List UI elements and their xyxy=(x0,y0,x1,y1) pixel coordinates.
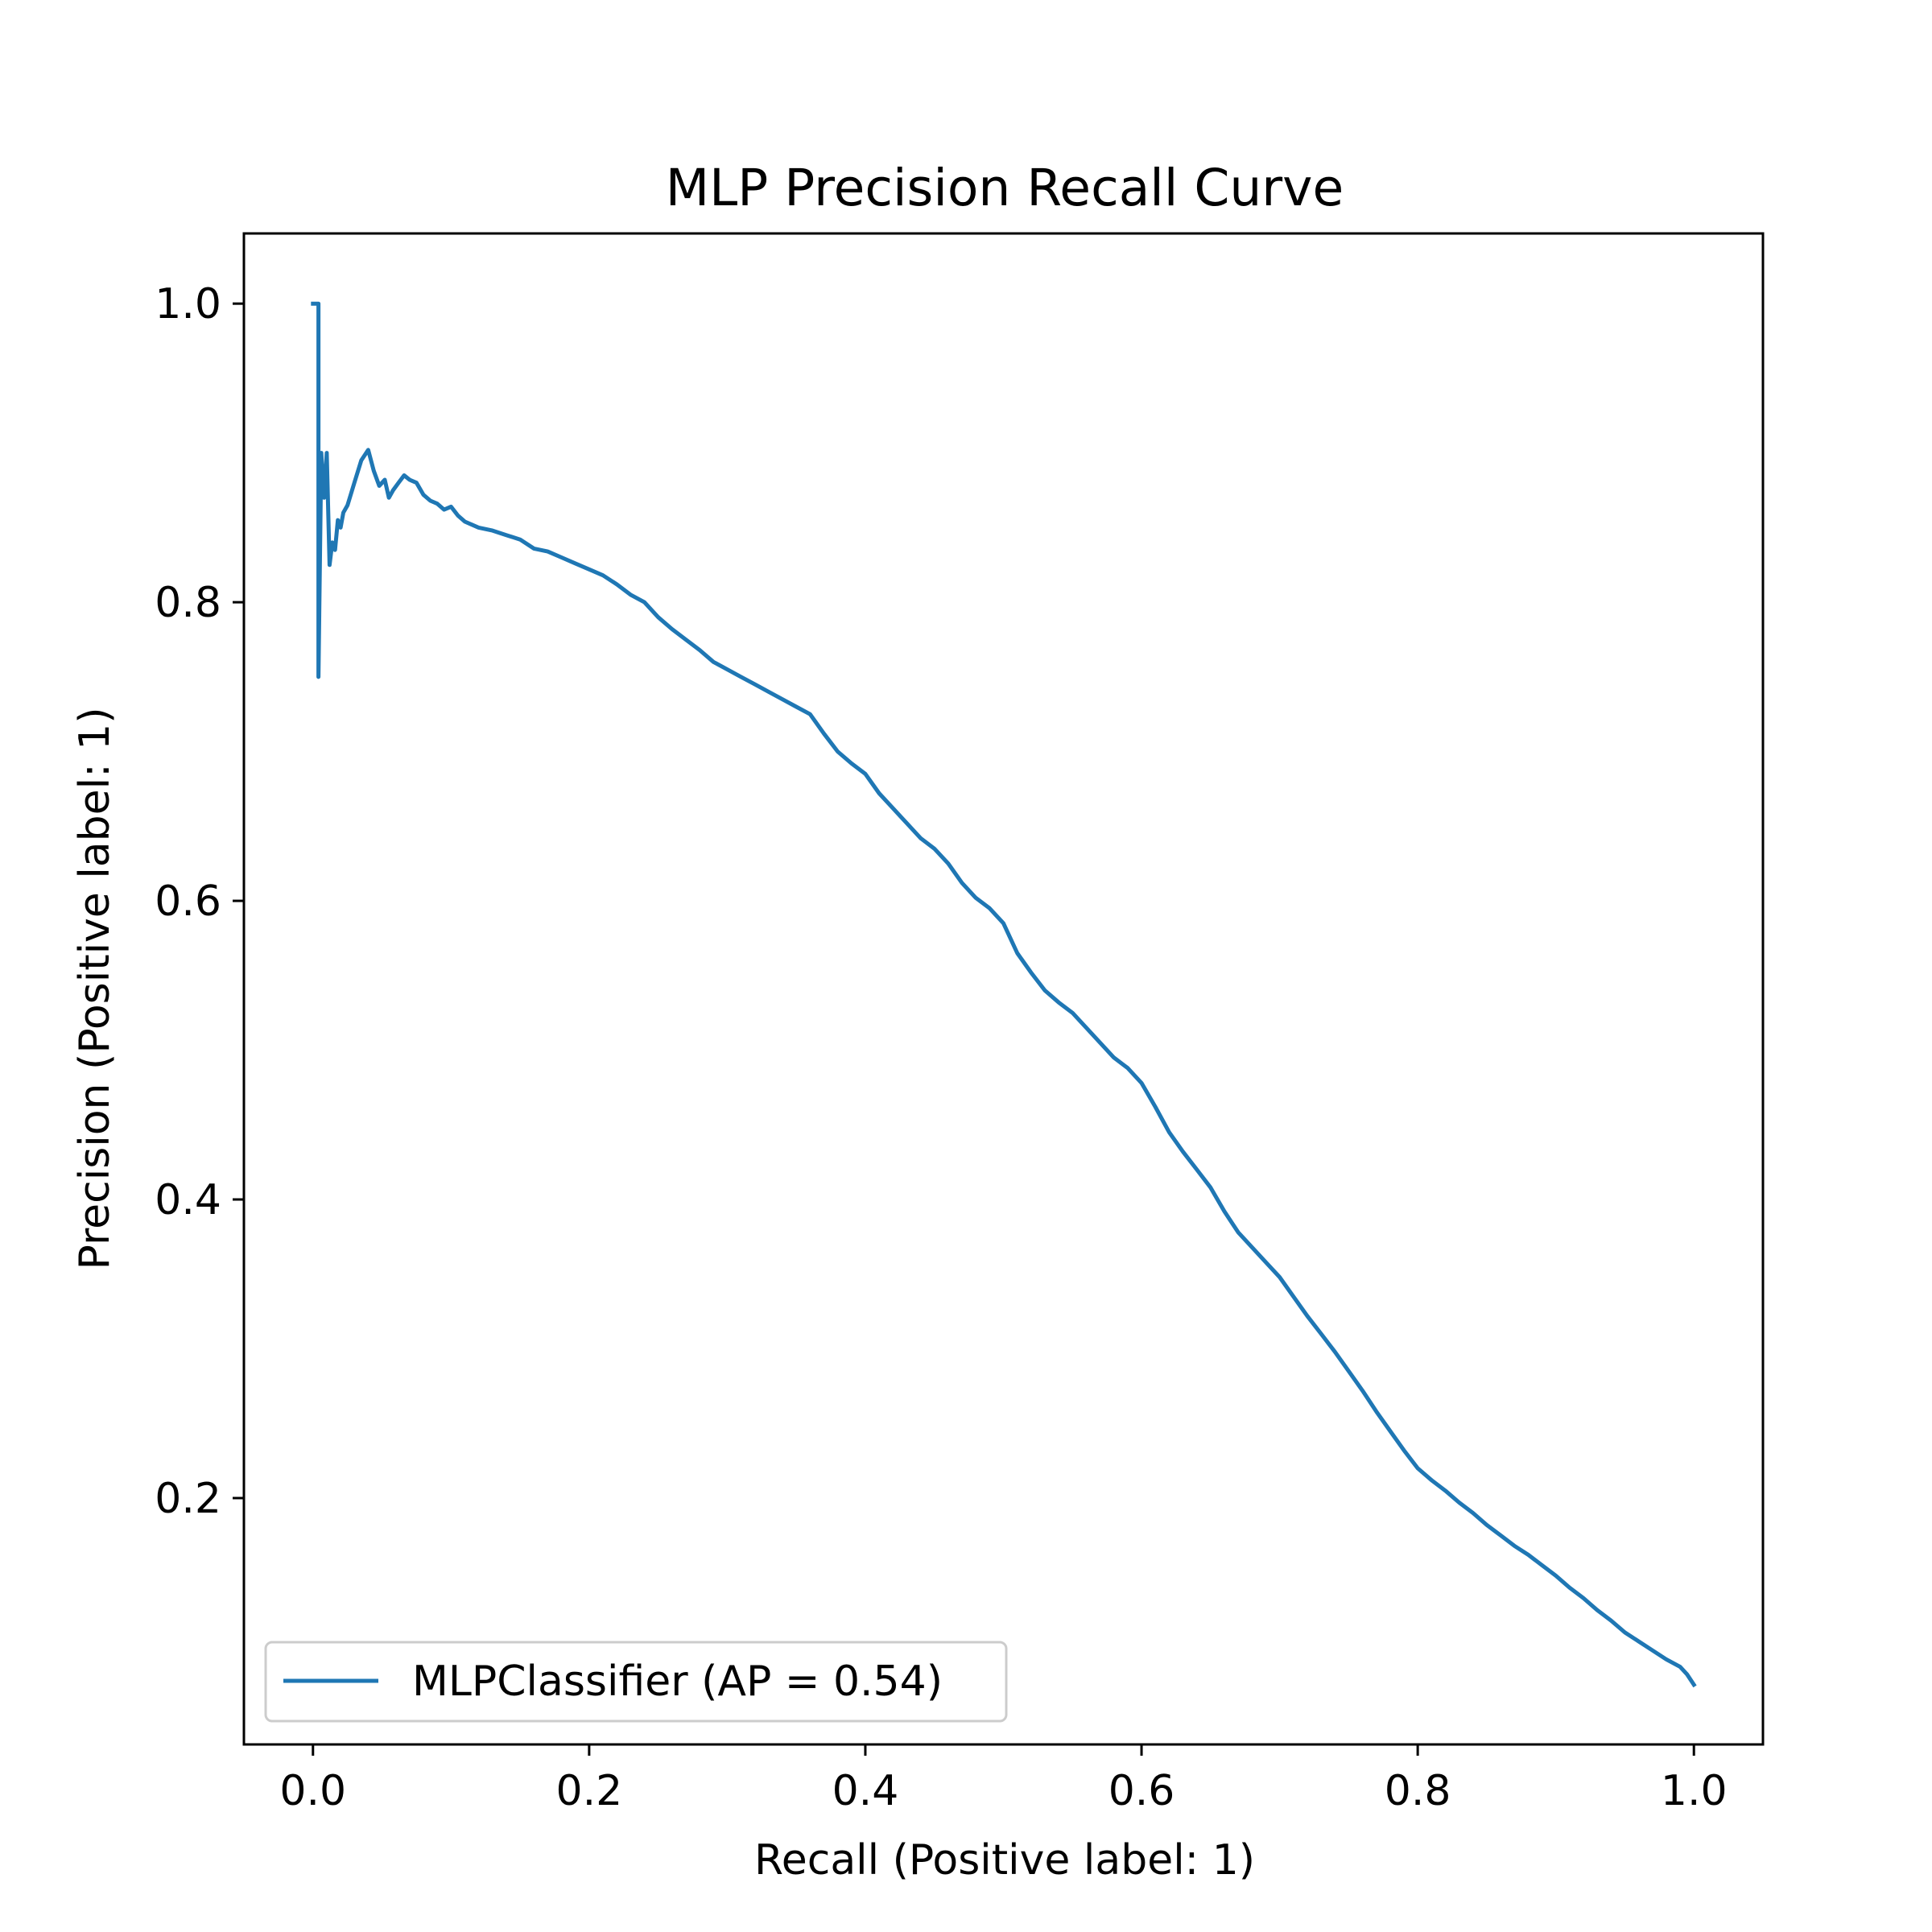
legend: MLPClassifier (AP = 0.54) xyxy=(264,1641,1008,1723)
x-axis: 0.0 0.2 0.4 0.6 0.8 1.0 xyxy=(279,1744,1728,1815)
chart-title: MLP Precision Recall Curve xyxy=(666,159,1344,217)
x-tick-label: 0.4 xyxy=(832,1767,899,1815)
y-tick-label: 0.8 xyxy=(155,579,221,627)
x-axis-title: Recall (Positive label: 1) xyxy=(754,1836,1255,1885)
y-axis: 0.2 0.4 0.6 0.8 1.0 xyxy=(155,280,244,1523)
legend-box xyxy=(264,1641,1008,1723)
y-tick-label: 0.6 xyxy=(155,877,221,926)
y-tick-label: 1.0 xyxy=(155,280,221,328)
plot-frame xyxy=(242,232,1765,1746)
x-tick-label: 0.2 xyxy=(556,1767,623,1815)
x-tick-label: 1.0 xyxy=(1661,1767,1728,1815)
x-tick-label: 0.0 xyxy=(279,1767,346,1815)
x-tick-label: 0.6 xyxy=(1108,1767,1175,1815)
series-line-mlpclassifier xyxy=(311,301,1697,1688)
y-tick-label: 0.4 xyxy=(155,1176,221,1224)
y-tick-label: 0.2 xyxy=(155,1475,221,1523)
x-tick-label: 0.8 xyxy=(1385,1767,1451,1815)
legend-label: MLPClassifier (AP = 0.54) xyxy=(412,1657,943,1706)
plot-area xyxy=(242,232,1765,1746)
y-axis-title: Precision (Positive label: 1) xyxy=(71,707,119,1269)
